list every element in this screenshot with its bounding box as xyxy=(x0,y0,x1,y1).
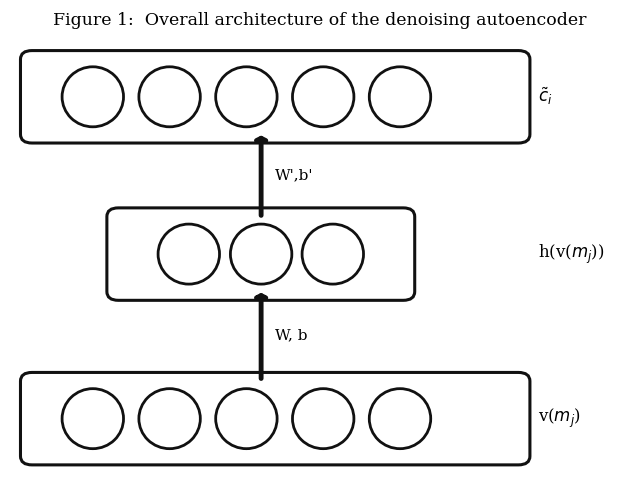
Ellipse shape xyxy=(62,389,124,449)
Ellipse shape xyxy=(230,224,292,284)
Text: W, b: W, b xyxy=(275,328,308,342)
Ellipse shape xyxy=(158,224,220,284)
Ellipse shape xyxy=(216,67,277,127)
FancyBboxPatch shape xyxy=(107,208,415,300)
Ellipse shape xyxy=(139,389,200,449)
Text: W',b': W',b' xyxy=(275,168,314,182)
Text: v($m_j$): v($m_j$) xyxy=(538,407,580,430)
Text: h(v($m_j$)): h(v($m_j$)) xyxy=(538,242,604,266)
Text: Figure 1:  Overall architecture of the denoising autoencoder: Figure 1: Overall architecture of the de… xyxy=(53,12,587,29)
Ellipse shape xyxy=(139,67,200,127)
Ellipse shape xyxy=(369,67,431,127)
Ellipse shape xyxy=(292,67,354,127)
Ellipse shape xyxy=(369,389,431,449)
FancyBboxPatch shape xyxy=(20,373,530,465)
Text: $\tilde{c}_i$: $\tilde{c}_i$ xyxy=(538,86,552,107)
Ellipse shape xyxy=(62,67,124,127)
Ellipse shape xyxy=(292,389,354,449)
FancyBboxPatch shape xyxy=(20,51,530,143)
Ellipse shape xyxy=(302,224,364,284)
Ellipse shape xyxy=(216,389,277,449)
